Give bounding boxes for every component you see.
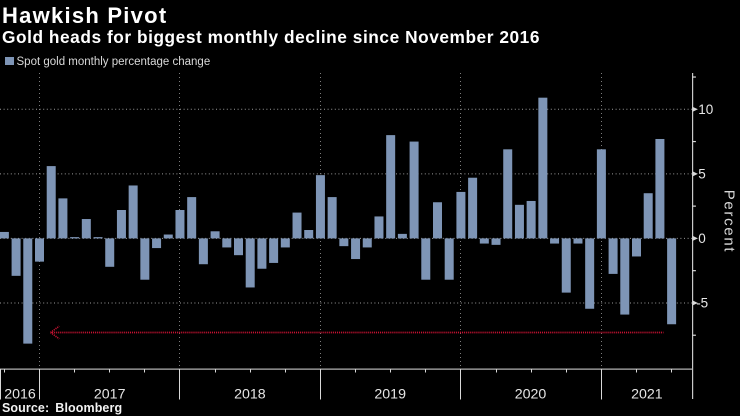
svg-text:0: 0 [698,231,706,246]
svg-text:2021: 2021 [631,386,663,402]
svg-text:5: 5 [698,166,706,181]
svg-text:10: 10 [698,102,713,117]
svg-text:2020: 2020 [515,386,547,402]
svg-text:2017: 2017 [94,386,126,402]
svg-text:2018: 2018 [234,386,266,402]
svg-text:2016: 2016 [4,386,36,402]
svg-text:Percent: Percent [721,190,738,254]
svg-text:-5: -5 [696,296,708,311]
svg-text:2019: 2019 [374,386,406,402]
